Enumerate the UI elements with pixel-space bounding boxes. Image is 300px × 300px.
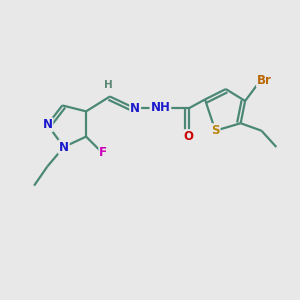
Text: O: O — [184, 130, 194, 143]
Text: F: F — [99, 146, 107, 160]
Text: H: H — [104, 80, 113, 90]
Text: N: N — [43, 118, 52, 131]
Text: N: N — [130, 102, 140, 115]
Text: N: N — [59, 140, 69, 154]
Text: Br: Br — [257, 74, 272, 87]
Text: NH: NH — [151, 101, 170, 114]
Text: S: S — [211, 124, 220, 137]
